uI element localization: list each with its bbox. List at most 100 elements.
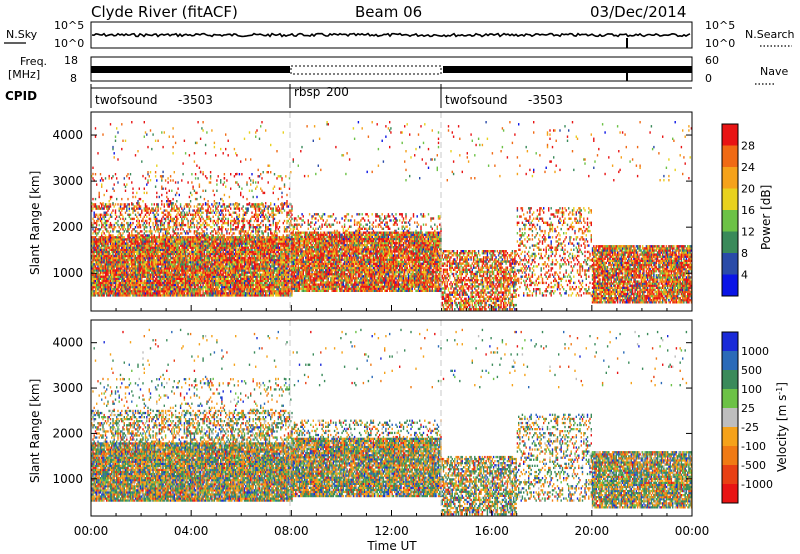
rti-cell — [231, 290, 233, 293]
rti-cell — [92, 261, 94, 264]
rti-cell — [267, 248, 269, 251]
rti-cell — [172, 248, 174, 251]
rti-cell — [98, 263, 100, 266]
rti-cell — [215, 288, 217, 291]
rti-cell — [235, 271, 237, 274]
rti-cell — [169, 217, 172, 221]
rti-cell — [216, 258, 218, 262]
rti-cell — [129, 226, 132, 229]
rti-cell — [132, 261, 134, 264]
rti-cell — [282, 242, 284, 245]
rti-cell — [124, 290, 127, 293]
rti-cell — [121, 252, 123, 256]
rti-cell — [231, 240, 233, 243]
rti-cell — [108, 217, 110, 221]
rti-cell — [236, 244, 238, 247]
rti-cell — [238, 244, 241, 247]
rti-cell — [148, 285, 150, 289]
rti-cell — [215, 294, 217, 297]
rti-cell — [128, 207, 130, 210]
rti-cell — [261, 277, 263, 280]
rti-cell — [215, 258, 217, 262]
rti-cell — [196, 267, 198, 270]
rti-cell — [103, 221, 105, 225]
rti-cell — [92, 277, 94, 280]
rti-cell — [266, 248, 268, 251]
rti-cell — [91, 267, 93, 270]
rti-cell — [159, 290, 162, 293]
rti-cell — [141, 277, 143, 280]
rti-cell — [206, 283, 208, 287]
rti-cell — [99, 292, 102, 295]
rti-cell — [103, 246, 105, 249]
rti-cell — [212, 292, 214, 295]
rti-cell — [183, 240, 186, 243]
rti-cell — [164, 294, 167, 297]
rti-cell — [153, 283, 155, 287]
rti-cell — [232, 236, 234, 239]
rti-cell — [173, 232, 175, 235]
rti-cell — [137, 211, 139, 214]
rti-cell — [126, 294, 128, 297]
rti-cell — [206, 240, 208, 243]
rti-cell — [251, 240, 253, 243]
rti-cell — [154, 213, 157, 216]
rti-cell — [177, 240, 179, 243]
rti-cell — [122, 288, 124, 291]
rti-cell — [104, 205, 107, 208]
rti-cell — [97, 238, 99, 241]
rti-cell — [178, 285, 180, 289]
rti-cell — [149, 267, 152, 270]
rti-cell — [148, 213, 150, 216]
rti-cell — [188, 246, 191, 249]
rti-cell — [262, 265, 264, 268]
rti-cell — [164, 267, 167, 270]
rti-cell — [186, 244, 188, 247]
rti-cell — [287, 236, 289, 239]
rti-cell — [134, 288, 137, 291]
rti-cell — [121, 234, 123, 237]
rti-cell — [169, 292, 172, 295]
rti-cell — [144, 271, 147, 274]
rti-cell — [121, 267, 123, 270]
rti-cell — [121, 277, 123, 280]
rti-cell — [126, 261, 128, 264]
rti-cell — [98, 288, 100, 291]
rti-cell — [186, 275, 188, 278]
rti-cell — [169, 265, 172, 268]
rti-cell — [154, 261, 157, 264]
rti-cell — [194, 281, 197, 285]
rti-cell — [261, 292, 263, 295]
rti-cell — [222, 277, 224, 280]
rti-cell — [141, 290, 143, 293]
rti-cell — [227, 250, 229, 254]
rti-cell — [206, 252, 208, 256]
rti-cell — [272, 246, 274, 249]
rti-cell — [213, 294, 216, 297]
rti-cell — [156, 263, 158, 266]
rti-cell — [103, 281, 105, 285]
rti-cell — [246, 246, 248, 249]
rti-cell — [225, 279, 227, 283]
rti-cell — [154, 219, 157, 223]
rti-cell — [265, 273, 267, 276]
rti-cell — [272, 238, 274, 241]
rti-cell — [267, 267, 269, 270]
rti-cell — [276, 292, 278, 295]
rti-cell — [203, 244, 206, 247]
rti-cell — [240, 290, 242, 293]
rti-cell — [278, 269, 281, 272]
rti-cell — [167, 232, 169, 235]
rti-cell — [156, 240, 158, 243]
rti-cell — [267, 290, 269, 293]
rti-cell — [199, 292, 202, 295]
rti-cell — [112, 294, 114, 297]
rti-cell — [146, 271, 148, 274]
rti-cell — [176, 269, 178, 272]
rti-cell — [129, 258, 132, 262]
rti-cell — [288, 267, 291, 270]
rti-cell — [139, 269, 142, 272]
rti-cell — [177, 263, 179, 266]
rti-cell — [197, 292, 199, 295]
rti-cell — [188, 267, 191, 270]
